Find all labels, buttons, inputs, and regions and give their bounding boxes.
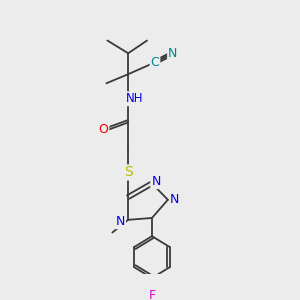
Text: O: O bbox=[98, 123, 108, 136]
Text: N: N bbox=[168, 47, 178, 60]
Text: N: N bbox=[116, 215, 125, 228]
Text: NH: NH bbox=[125, 92, 143, 105]
Text: F: F bbox=[148, 289, 155, 300]
Text: S: S bbox=[124, 166, 133, 179]
Text: C: C bbox=[151, 56, 159, 69]
Text: N: N bbox=[151, 175, 160, 188]
Text: N: N bbox=[170, 193, 179, 206]
